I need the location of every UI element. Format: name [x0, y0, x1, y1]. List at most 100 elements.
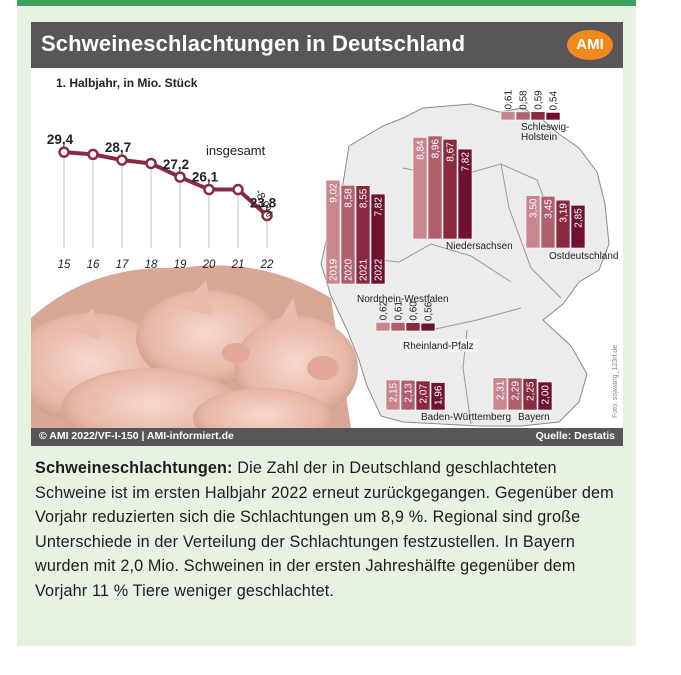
region-bar-value: 2,07	[419, 384, 430, 404]
region-bar	[570, 204, 586, 249]
year-label: 2021	[359, 258, 370, 281]
title-band: Schweineschlachtungen in Deutschland AMI	[31, 22, 623, 68]
region-name-label: Nordrhein-Westfalen	[357, 294, 449, 305]
source-text: Quelle: Destatis	[535, 430, 615, 442]
region-bar-value: 3,45	[544, 199, 555, 219]
region-borders	[360, 163, 562, 425]
year-label: 2019	[329, 258, 340, 281]
region-bar	[555, 199, 571, 249]
line-point	[232, 183, 244, 196]
photo-credit: Foto: sojwang_123rf.de	[612, 345, 619, 418]
caption-text: Die Zahl der in Deutschland geschlachtet…	[35, 459, 614, 600]
region-group: 8,84 8,96 8,67 7,82 Niedersachsen	[412, 135, 513, 252]
line-point	[58, 146, 70, 158]
line-point	[87, 148, 99, 161]
region-bar	[507, 377, 523, 411]
copyright-text: © AMI 2022/VF-I-150 | AMI-informiert.de	[39, 430, 234, 442]
line-x-tick-label: 18	[145, 259, 158, 271]
region-name-label: Bayern	[518, 412, 550, 423]
region-bar	[522, 378, 538, 411]
region-bar	[515, 111, 531, 121]
region-bar	[442, 138, 458, 240]
region-bar	[325, 179, 341, 285]
line-x-tick-label: 15	[58, 259, 71, 271]
region-bar-value: 1,96	[434, 385, 445, 405]
region-bar	[340, 185, 356, 285]
line-x-tick-label: 20	[202, 259, 216, 271]
region-name-label: Schleswig-	[521, 122, 569, 133]
line-x-tick-label: 22	[260, 259, 274, 271]
region-bar	[370, 193, 386, 285]
chart-area: 1. Halbjahr, in Mio. Stück insgesamt 29,…	[31, 76, 619, 428]
caption: Schweineschlachtungen: Die Zahl der in D…	[35, 456, 625, 603]
region-bar	[525, 195, 541, 249]
region-bar-value: 2,29	[511, 381, 522, 401]
region-bar-value: 0,56	[424, 301, 435, 321]
region-name-label: Niedersachsen	[446, 241, 513, 252]
region-bar-value: 0,61	[394, 301, 405, 321]
region-group: 9,02 2019 8,58 2020 8,55 2021 7,82 2022 Nordrhei…	[325, 179, 449, 305]
region-bar-value: 8,67	[446, 142, 457, 162]
region-bar-value: 2,31	[496, 380, 507, 400]
chart-title: Schweineschlachtungen in Deutschland	[41, 31, 466, 56]
line-value-label: 29,4	[47, 132, 74, 147]
line-chart: 1. Halbjahr, in Mio. Stück insgesamt 29,…	[47, 76, 277, 271]
line-point	[116, 154, 128, 166]
line-point	[174, 171, 186, 183]
region-bar-value: 3,19	[559, 203, 570, 223]
caption-heading: Schweineschlachtungen:	[35, 459, 233, 477]
region-bar	[427, 135, 443, 240]
region-bar-value: 7,82	[461, 152, 472, 172]
region-bar-value: 2,15	[389, 382, 400, 402]
region-group: 2,31 2,29 2,25 2,00 Bayern	[492, 377, 553, 423]
region-bar-value: 2,13	[404, 383, 415, 403]
region-bar-value: 2,00	[541, 385, 552, 405]
line-value-label: 26,1	[192, 170, 219, 185]
region-bar	[500, 111, 516, 121]
region-group: 0,62 0,61 0,60 0,56 Rheinland-Pfalz	[375, 300, 478, 352]
line-point	[261, 209, 273, 222]
region-bar	[405, 322, 421, 332]
region-bar	[355, 185, 371, 285]
year-label: 2022	[374, 258, 385, 281]
region-bar	[537, 381, 553, 411]
line-x-tick-label: 21	[231, 259, 245, 271]
line-point	[145, 157, 157, 170]
region-bar	[540, 195, 556, 249]
line-value-label: 28,7	[105, 140, 131, 155]
article-card: Schweineschlachtungen in Deutschland AMI	[17, 0, 636, 646]
footer-band: © AMI 2022/VF-I-150 | AMI-informiert.de …	[31, 428, 623, 446]
region-bar-value: 0,62	[379, 300, 390, 320]
region-bar	[430, 382, 446, 411]
line-value-label: 27,2	[163, 157, 189, 172]
region-bar-value: 7,82	[374, 197, 385, 217]
region-bar	[415, 380, 431, 411]
region-bar-value: 8,55	[359, 188, 370, 208]
region-bar-value: 8,84	[416, 140, 427, 160]
regional-bar-groups: 9,02 2019 8,58 2020 8,55 2021 7,82 2022 Nordrhei…	[325, 90, 619, 423]
region-name-label: Holstein	[521, 132, 557, 143]
region-bar-value: 0,59	[534, 90, 545, 110]
region-bar-value: 0,61	[504, 90, 515, 110]
region-bar	[530, 111, 546, 121]
region-bar	[375, 322, 391, 332]
germany-map	[320, 103, 610, 427]
region-bar-value: 9,02	[329, 183, 340, 203]
infographic: Schweineschlachtungen in Deutschland AMI	[31, 22, 623, 446]
year-label: 2020	[344, 258, 355, 281]
region-name-label: Rheinland-Pfalz	[403, 341, 474, 352]
line-x-tick-label: 17	[116, 259, 129, 271]
region-bar-value: 8,58	[344, 188, 355, 208]
series-label: insgesamt	[206, 143, 266, 158]
region-group: 2,15 2,13 2,07 1,96 Baden-Württemberg	[385, 379, 511, 423]
ami-logo: AMI	[567, 30, 613, 60]
line-x-tick-label: 16	[87, 259, 100, 271]
region-bar-value: 0,54	[549, 91, 560, 111]
region-bar	[400, 379, 416, 411]
region-bar-value: 3,50	[529, 198, 540, 218]
region-bar	[420, 322, 436, 332]
region-bar	[390, 322, 406, 332]
region-name-label: Ostdeutschland	[549, 251, 619, 262]
region-bar	[412, 137, 428, 240]
line-x-tick-label: 19	[174, 259, 187, 271]
